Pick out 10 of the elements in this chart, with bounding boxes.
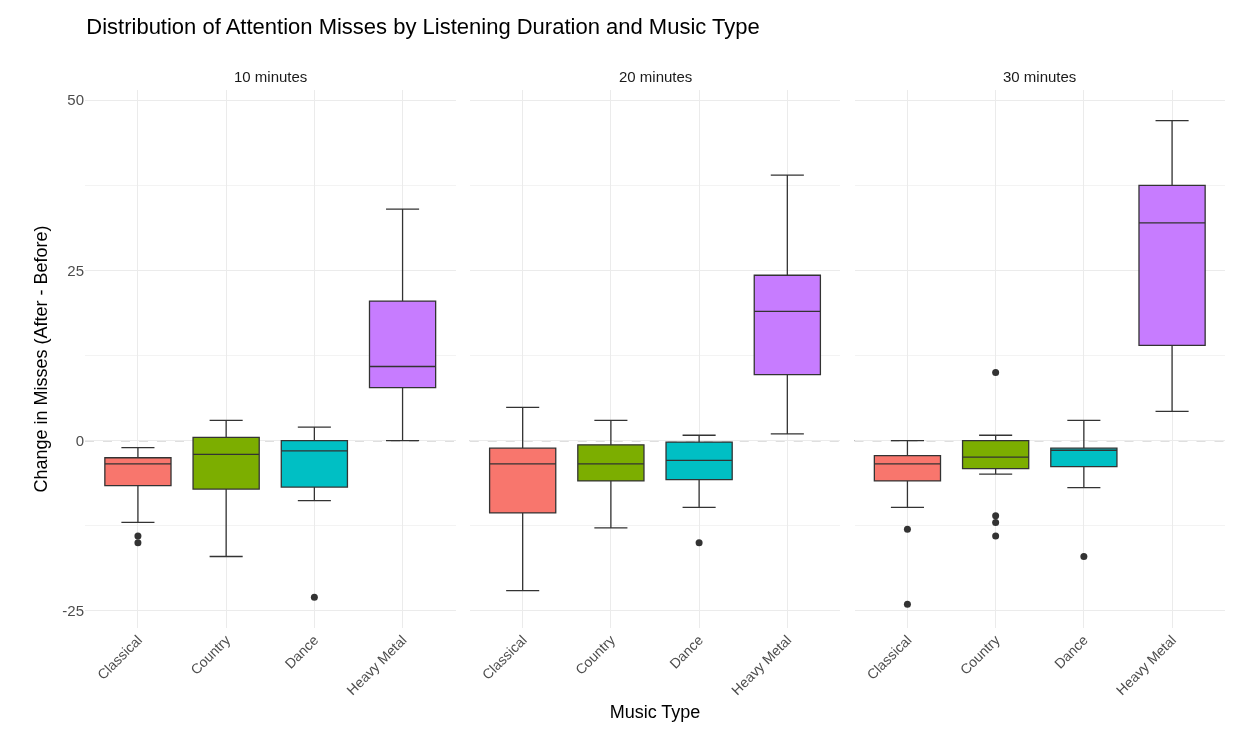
y-tick-label: 25: [67, 261, 84, 279]
chart-title: Distribution of Attention Misses by Listening Duration and Music Type: [86, 14, 760, 40]
x-axis-title: Music Type: [609, 702, 701, 723]
y-tick-label: 50: [67, 91, 84, 109]
y-tick-label: -25: [62, 602, 84, 620]
chart-subtitle: 20 minutes: [619, 68, 693, 85]
y-tick-label: 0: [75, 431, 84, 449]
chart-subtitle: 10 minutes: [234, 68, 308, 85]
y-axis-title: Change in Misses (After - Before): [30, 225, 51, 493]
chart-subtitle: 30 minutes: [1003, 68, 1077, 85]
